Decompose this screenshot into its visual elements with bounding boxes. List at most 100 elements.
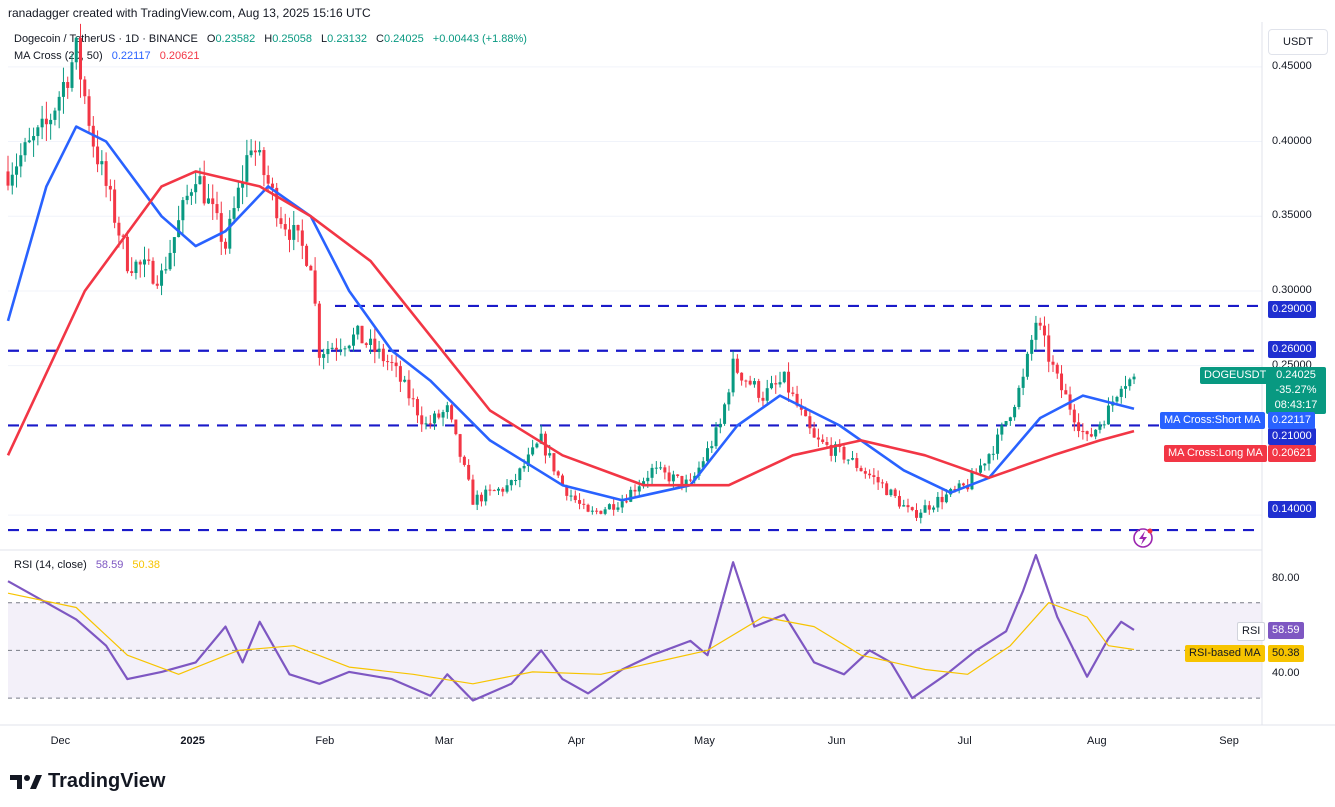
high-label: H (264, 33, 273, 45)
candle-up (983, 463, 987, 466)
candle-down (215, 204, 219, 214)
candle-up (778, 382, 782, 385)
candle-down (825, 442, 829, 445)
candle-down (79, 37, 83, 80)
candle-up (1017, 387, 1021, 407)
candle-up (526, 454, 530, 467)
candle-up (1094, 429, 1098, 437)
change-value: +0.00443 (+1.88%) (432, 33, 527, 45)
candle-up (249, 150, 253, 156)
open-value: 0.23582 (215, 33, 256, 45)
candle-up (637, 486, 641, 492)
rsi-ma-value-tag: 50.38 (1268, 645, 1304, 662)
candle-down (313, 270, 317, 304)
time-tick-label: Jun (827, 735, 846, 747)
candle-up (189, 192, 193, 196)
candle-up (1025, 353, 1029, 377)
candle-down (317, 303, 321, 358)
chart-header: ranadagger created with TradingView.com,… (8, 6, 371, 20)
candle-down (202, 176, 206, 204)
candle-down (113, 189, 117, 223)
candle-down (488, 489, 492, 491)
candle-up (424, 423, 428, 425)
candle-up (654, 467, 658, 469)
candle-up (1098, 424, 1102, 430)
candle-down (1042, 325, 1046, 336)
candle-up (194, 184, 198, 193)
candle-down (386, 361, 390, 363)
candle-down (1085, 431, 1089, 435)
candle-up (714, 427, 718, 447)
candle-down (552, 453, 556, 472)
candle-down (458, 434, 462, 457)
candle-down (1060, 373, 1064, 391)
rsi-legend-title[interactable]: RSI (14, close) (14, 559, 87, 571)
candle-down (467, 464, 471, 480)
candle-down (791, 392, 795, 394)
candle-down (96, 146, 100, 165)
brand-name: TradingView (48, 770, 166, 792)
candle-up (326, 348, 330, 355)
candle-up (1102, 424, 1106, 426)
candle-down (676, 474, 680, 476)
candle-up (475, 494, 479, 505)
candle-down (211, 198, 215, 205)
candle-down (253, 150, 257, 153)
candle-up (1013, 406, 1017, 418)
candle-down (66, 82, 70, 88)
time-tick-label: Feb (315, 735, 335, 747)
candle-up (569, 495, 573, 497)
symbol-title[interactable]: Dogecoin / TetherUS · 1D · BINANCE (14, 33, 198, 45)
candle-up (509, 480, 513, 486)
candle-down (381, 348, 385, 362)
low-value: 0.23132 (327, 33, 367, 45)
alert-icon[interactable] (1133, 528, 1153, 548)
candle-down (872, 475, 876, 477)
candle-down (275, 187, 279, 219)
candle-down (740, 372, 744, 381)
candle-up (19, 155, 23, 167)
candle-up (1034, 322, 1038, 340)
candle-up (53, 110, 57, 120)
candle-up (330, 347, 334, 349)
candle-up (752, 381, 756, 385)
candle-down (787, 371, 791, 393)
candle-up (70, 62, 74, 88)
candle-down (454, 419, 458, 435)
candle-up (377, 348, 381, 352)
candle-down (748, 380, 752, 385)
tradingview-brand[interactable]: TradingView (8, 770, 165, 793)
ma-legend-long: 0.20621 (159, 50, 200, 62)
candle-down (262, 150, 266, 176)
candle-up (1008, 417, 1012, 422)
low-label: L (321, 33, 328, 45)
candle-down (1089, 434, 1093, 437)
candle-down (394, 362, 398, 367)
candle-down (586, 504, 590, 512)
candle-up (23, 142, 27, 156)
ma-short-line (6, 125, 1135, 502)
candle-up (548, 453, 552, 456)
candle-down (360, 325, 364, 344)
time-tick-label: Sep (1219, 735, 1239, 747)
candle-down (296, 225, 300, 231)
high-value: 0.25058 (272, 33, 312, 45)
candle-down (863, 471, 867, 474)
candle-up (539, 433, 543, 444)
candle-down (599, 510, 603, 514)
candle-up (245, 155, 249, 182)
candle-up (590, 510, 594, 512)
candle-down (121, 235, 125, 237)
candle-down (804, 409, 808, 417)
candle-down (492, 490, 496, 492)
symbol-tag: DOGEUSDT (1200, 367, 1271, 384)
candle-up (339, 349, 343, 351)
candle-down (83, 79, 87, 97)
candle-up (351, 334, 355, 346)
candle-up (10, 174, 14, 186)
currency-button[interactable]: USDT (1268, 29, 1328, 55)
candle-up (356, 325, 360, 335)
candle-down (757, 381, 761, 398)
candle-up (1021, 376, 1025, 388)
